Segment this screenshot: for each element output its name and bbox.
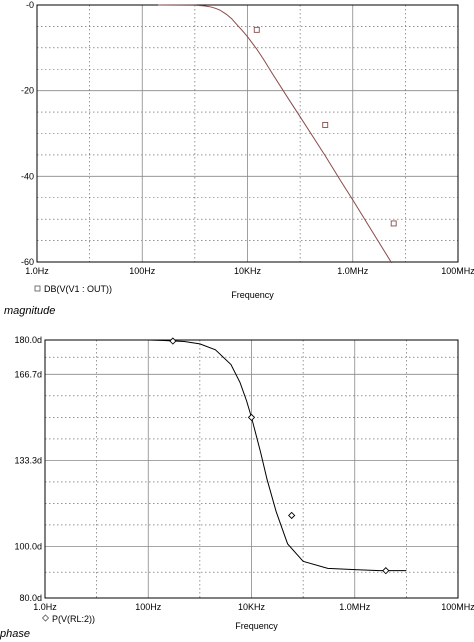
magnitude-series-line [158, 4, 393, 263]
magnitude-x-tick-label: 1.0Hz [25, 266, 49, 276]
magnitude-y-tick-label: -60 [21, 257, 34, 267]
phase-x-tick-label: 10KHz [238, 602, 266, 612]
magnitude-caption: magnitude [4, 305, 56, 317]
phase-x-tick-label: 1.0MHz [339, 602, 371, 612]
phase-chart: 1.0Hz 100Hz 10KHz 1.0MHz 100MHz 180.0d 166.7d 1… [14, 335, 474, 631]
phase-y-tick-label: 133.3d [14, 455, 42, 465]
phase-x-tick-label: 100Hz [135, 602, 162, 612]
phase-data-marker [169, 337, 177, 345]
phase-y-tick-label: 80.0d [19, 593, 42, 603]
phase-x-axis-title: Frequency [235, 621, 278, 631]
phase-caption: phase [0, 628, 30, 640]
magnitude-legend-label: DB(V(V1 : OUT)) [44, 284, 112, 294]
phase-data-marker [382, 567, 390, 575]
magnitude-data-marker [253, 26, 260, 33]
phase-data-marker [247, 413, 256, 422]
magnitude-plot-frame [36, 4, 459, 263]
magnitude-x-tick-label: 100Hz [129, 266, 156, 276]
magnitude-x-tick-label: 100MHz [441, 266, 474, 276]
phase-y-tick-label: 100.0d [14, 541, 42, 551]
phase-x-tick-label: 100MHz [441, 602, 474, 612]
magnitude-x-tick-label: 1.0MHz [337, 266, 369, 276]
magnitude-y-tick-label: -20 [21, 86, 34, 96]
phase-data-marker [288, 511, 296, 520]
magnitude-y-tick-label: -40 [21, 171, 34, 181]
phase-legend-marker [41, 614, 50, 622]
phase-y-tick-label: 180.0d [14, 335, 42, 345]
phase-plot-frame [44, 339, 459, 599]
phase-legend-label: P(V(RL:2)) [52, 614, 95, 624]
magnitude-x-tick-label: 10KHz [234, 266, 262, 276]
phase-series-line [148, 339, 407, 572]
magnitude-x-axis-title: Frequency [231, 290, 274, 300]
phase-x-tick-label: 1.0Hz [33, 602, 57, 612]
magnitude-chart: 1.0Hz 100Hz 10KHz 1.0MHz 100MHz -0 -20 -40 -60 Fr… [21, 0, 474, 300]
magnitude-data-marker [390, 220, 397, 227]
magnitude-y-tick-label: -0 [26, 0, 34, 10]
magnitude-data-marker [322, 121, 329, 128]
phase-y-tick-label: 166.7d [14, 369, 42, 379]
magnitude-legend-marker [34, 285, 41, 292]
